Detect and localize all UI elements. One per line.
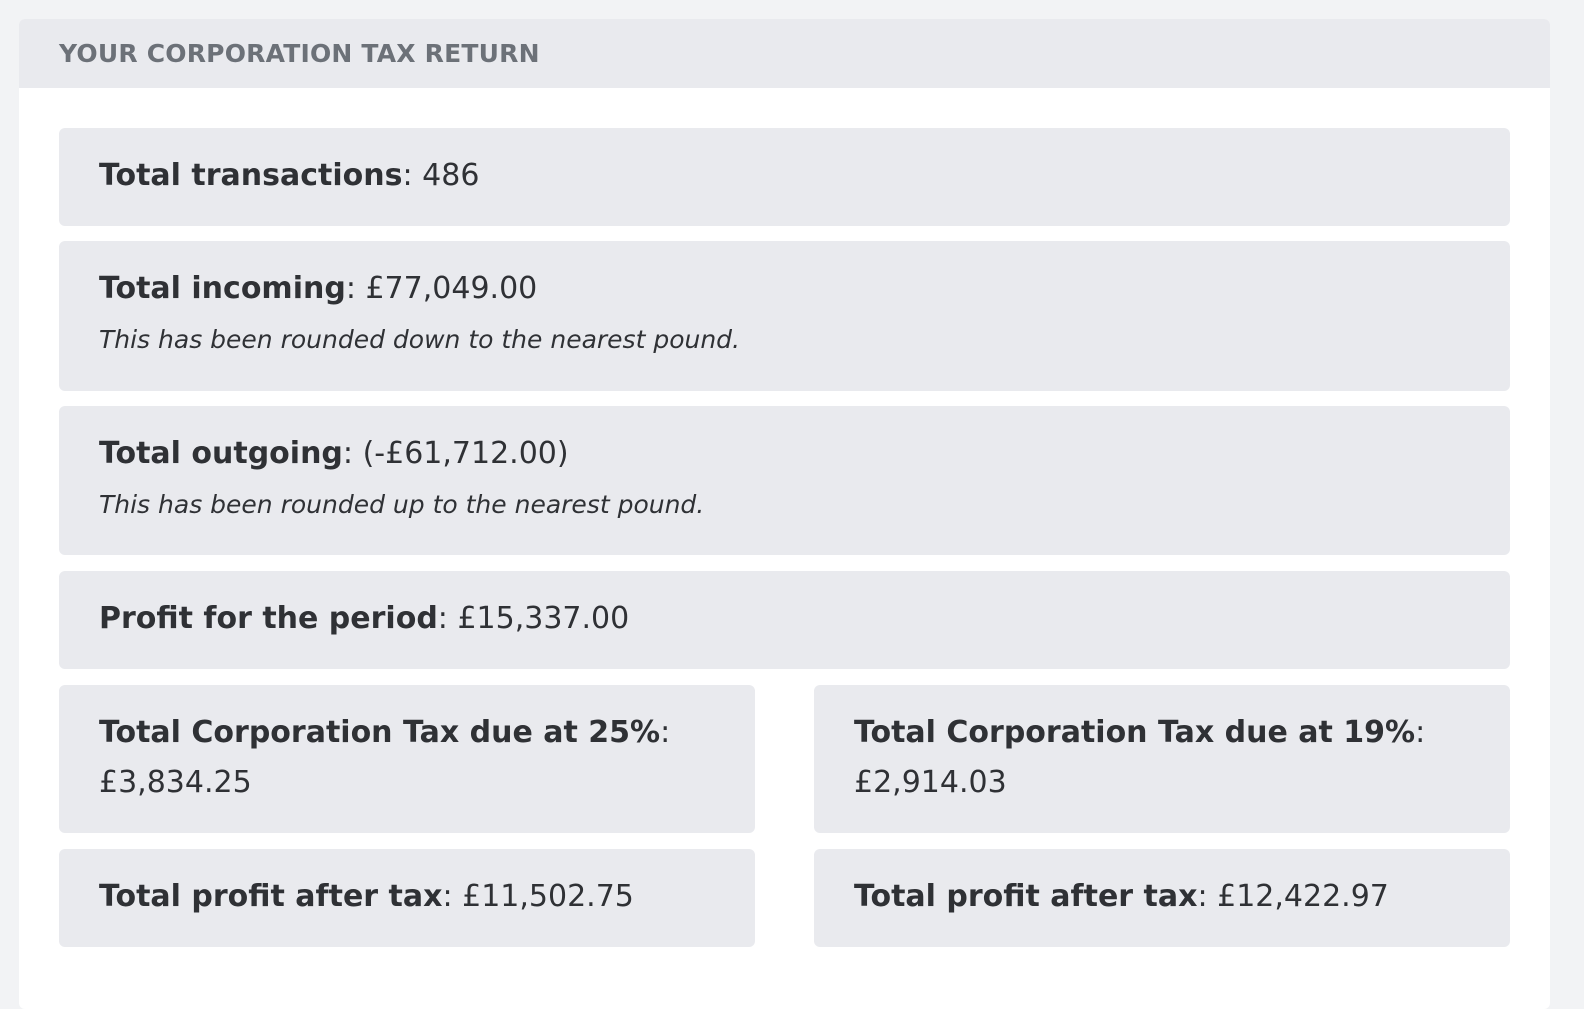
tax-25-label: Total Corporation Tax due at 25% [99, 715, 661, 750]
incoming-card: Total incoming: £77,049.00 This has been… [59, 241, 1510, 391]
profit-line: Profit for the period: £15,337.00 [99, 595, 1510, 643]
outgoing-rounding-note: This has been rounded up to the nearest … [99, 490, 705, 519]
profit-separator: : [437, 601, 458, 636]
incoming-separator: : [345, 271, 366, 306]
after-tax-19-line: Total profit after tax: £12,422.97 [854, 873, 1510, 921]
after-tax-25-value: £11,502.75 [462, 879, 634, 914]
transactions-label: Total transactions [99, 158, 403, 193]
panel-header: YOUR CORPORATION TAX RETURN [19, 19, 1550, 88]
tax-25-card: Total Corporation Tax due at 25%: £3,834… [59, 685, 755, 833]
transactions-card: Total transactions: 486 [59, 128, 1510, 226]
outgoing-card: Total outgoing: (-£61,712.00) This has b… [59, 406, 1510, 555]
after-tax-19-value: £12,422.97 [1217, 879, 1389, 914]
after-tax-25-label: Total profit after tax [99, 879, 443, 914]
after-tax-25-line: Total profit after tax: £11,502.75 [99, 873, 755, 921]
after-tax-19-label: Total profit after tax [854, 879, 1198, 914]
incoming-label: Total incoming [99, 271, 346, 306]
outgoing-line: Total outgoing: (-£61,712.00) [99, 430, 1510, 478]
corporation-tax-panel: YOUR CORPORATION TAX RETURN Total transa… [19, 19, 1550, 1009]
transactions-separator: : [402, 158, 423, 193]
tax-19-value: £2,914.03 [854, 765, 1007, 800]
outgoing-separator: : [342, 436, 363, 471]
after-tax-25-separator: : [442, 879, 463, 914]
incoming-rounding-note: This has been rounded down to the neares… [99, 325, 740, 354]
tax-19-card: Total Corporation Tax due at 19%: £2,914… [814, 685, 1510, 833]
incoming-value: £77,049.00 [365, 271, 538, 306]
profit-value: £15,337.00 [457, 601, 630, 636]
transactions-value: 486 [422, 158, 480, 193]
tax-19-label: Total Corporation Tax due at 19% [854, 715, 1416, 750]
profit-label: Profit for the period [99, 601, 438, 636]
outgoing-value: (-£61,712.00) [362, 436, 569, 471]
tax-25-line: Total Corporation Tax due at 25%: [99, 709, 755, 757]
panel-title: YOUR CORPORATION TAX RETURN [59, 39, 540, 68]
tax-25-value: £3,834.25 [99, 765, 252, 800]
profit-card: Profit for the period: £15,337.00 [59, 571, 1510, 669]
incoming-line: Total incoming: £77,049.00 [99, 265, 1510, 313]
transactions-line: Total transactions: 486 [99, 152, 1510, 200]
outgoing-label: Total outgoing [99, 436, 343, 471]
tax-25-separator: : [660, 715, 671, 750]
tax-19-line: Total Corporation Tax due at 19%: [854, 709, 1510, 757]
after-tax-25-card: Total profit after tax: £11,502.75 [59, 849, 755, 947]
after-tax-19-separator: : [1197, 879, 1218, 914]
after-tax-19-card: Total profit after tax: £12,422.97 [814, 849, 1510, 947]
tax-19-separator: : [1415, 715, 1426, 750]
